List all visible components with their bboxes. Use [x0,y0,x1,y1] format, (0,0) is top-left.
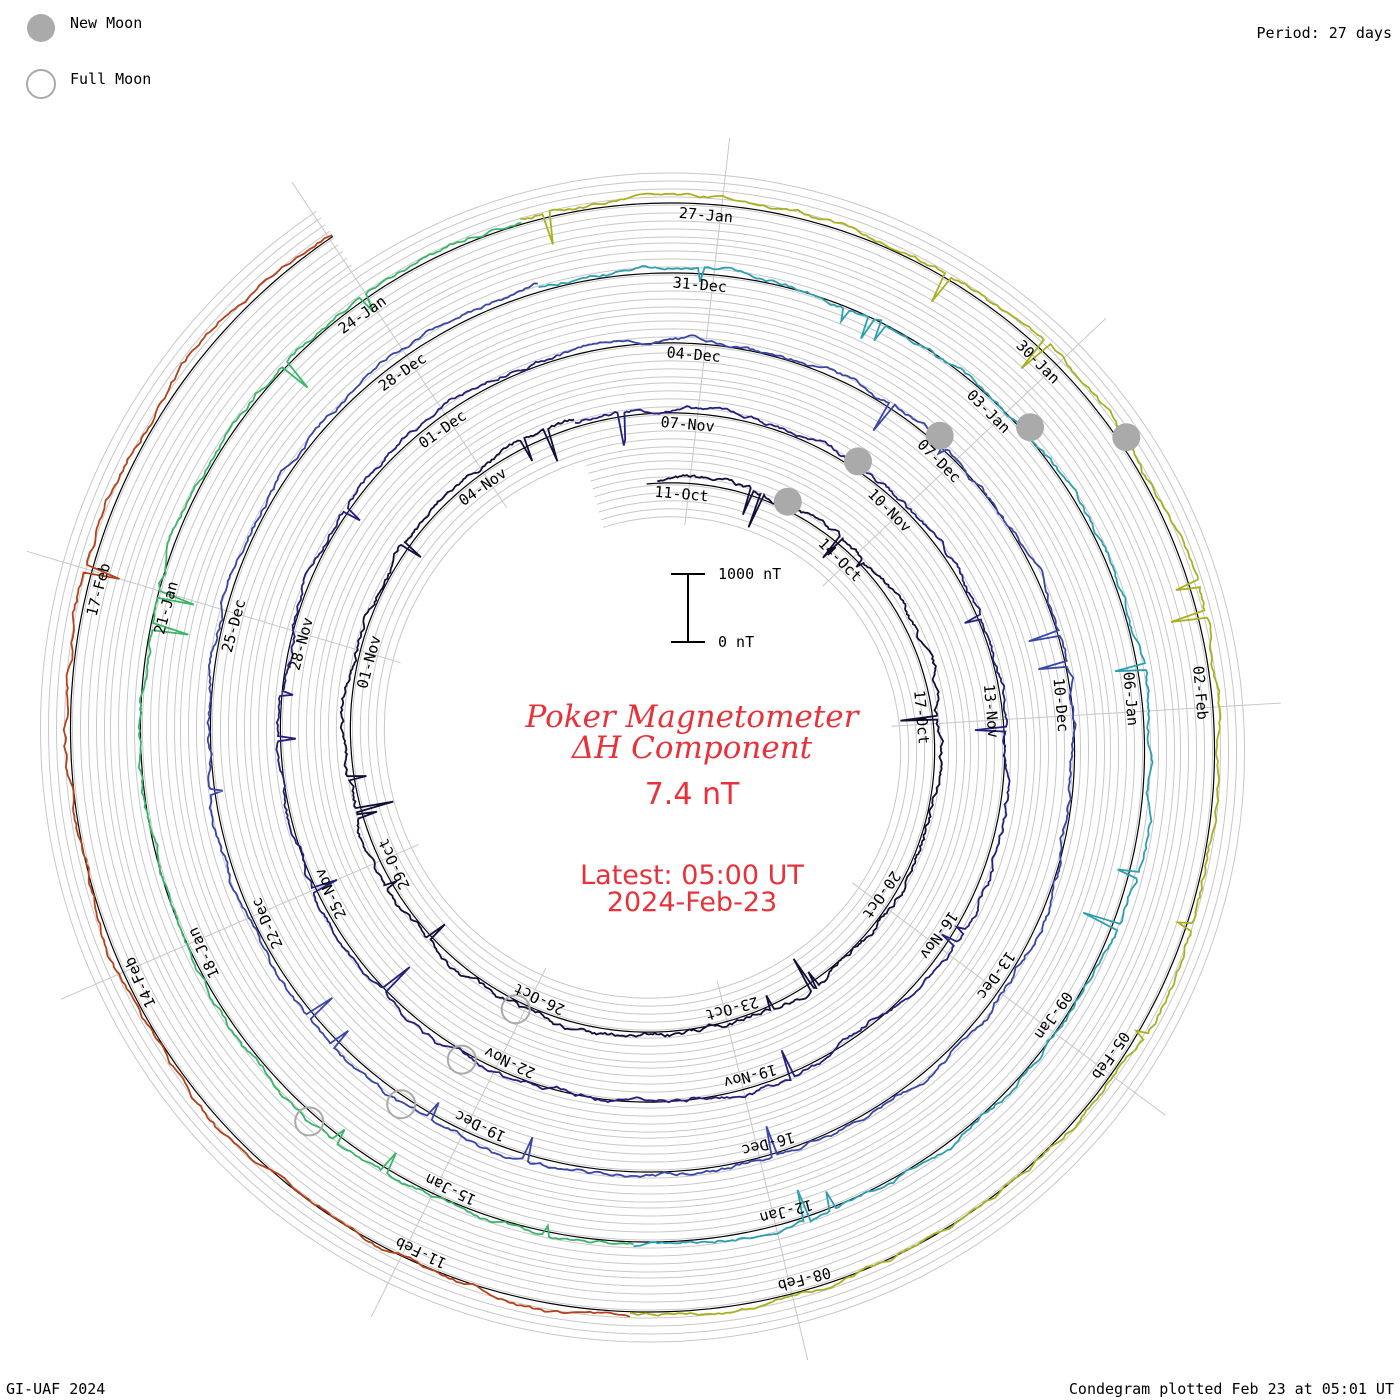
scale-bar-bottom-label: 0 nT [718,633,754,651]
grid-ring [63,196,1221,1319]
moon-markers [294,413,1141,1137]
latest-date: 2024-Feb-23 [607,887,777,918]
series-trace-1 [339,418,945,1038]
date-label: 25-Nov [311,865,350,922]
date-label: 22-Nov [481,1043,538,1082]
date-label: 07-Nov [660,413,716,436]
full-moon-marker [386,1089,417,1120]
date-label: 22-Dec [247,895,286,952]
date-label: 27-Jan [678,204,734,227]
series-trace-6 [520,192,1222,1317]
grid-ring [96,228,1189,1287]
full-moon-legend-label: Full Moon [70,70,151,88]
series-trace-4 [538,265,1154,1248]
credit-label: GI-UAF 2024 [6,1380,105,1398]
new-moon-marker [844,447,872,476]
current-value: 7.4 nT [645,777,740,812]
grid-ring [80,212,1205,1303]
date-label: 02-Feb [1189,665,1212,721]
date-label: 11-Feb [393,1233,450,1272]
grid-ring [55,188,1229,1327]
grid-ring [71,204,1213,1311]
period-label: Period: 27 days [1257,24,1392,42]
date-label: 06-Jan [1119,671,1142,727]
series-trace-7 [62,234,631,1318]
date-label: 14-Feb [121,954,160,1011]
scale-bar: 1000 nT 0 nT [671,565,781,651]
latest-time: Latest: 05:00 UT [580,860,804,891]
chart-title: Poker Magnetometer [525,699,861,735]
day-spoke [370,967,547,1318]
date-label: 17-Oct [910,689,933,745]
day-spoke [60,843,419,1000]
series-trace-5 [137,221,634,1246]
new-moon-marker [925,421,954,450]
new-moon-marker [1016,413,1045,442]
new-moon-legend-icon [27,14,55,42]
date-label: 31-Dec [672,273,728,296]
grid-ring [104,236,1181,1279]
data-traces [62,192,1222,1318]
date-label: 01-Dec [415,406,470,452]
grid-ring [39,172,1246,1343]
full-moon-marker [446,1044,477,1075]
grid-ring [47,180,1237,1335]
date-label: 13-Nov [980,683,1003,739]
date-label: 04-Dec [666,343,722,366]
new-moon-marker [773,487,802,516]
day-spoke [684,137,731,526]
series-trace-3 [206,282,1077,1178]
chart-subtitle: ΔH Component [571,730,813,766]
baseline-spiral [69,202,1216,1313]
day-spoke [822,317,1107,587]
grid [39,172,1246,1343]
day-spoke [716,980,809,1361]
series-trace-2 [275,354,1011,1104]
grid-ring [88,220,1197,1295]
plotted-label: Condegram plotted Feb 23 at 05:01 UT [1069,1380,1394,1398]
new-moon-marker [1112,423,1141,452]
full-moon-marker [294,1106,325,1137]
new-moon-legend-label: New Moon [70,14,142,32]
baselines [69,202,1216,1313]
full-moon-legend-icon [26,69,56,99]
date-label: 29-Oct [374,836,413,893]
date-label: 10-Dec [1050,677,1073,733]
day-spoke [26,550,401,664]
scale-bar-top-label: 1000 nT [718,565,781,583]
full-moon-marker [500,994,531,1025]
day-spoke [891,702,1281,727]
date-label: 11-Oct [654,483,710,506]
